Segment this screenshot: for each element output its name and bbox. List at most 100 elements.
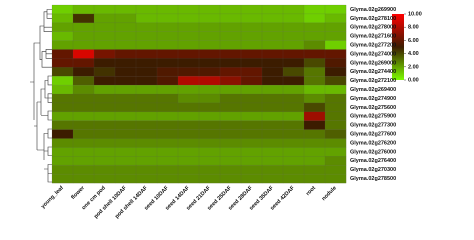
row-label: Glyma.02g276000 bbox=[350, 149, 396, 155]
heat-cell bbox=[115, 147, 137, 157]
row-label: Glyma.02g277300 bbox=[350, 123, 396, 129]
heat-cell bbox=[94, 138, 116, 148]
heat-cell bbox=[115, 129, 137, 139]
heat-cell bbox=[283, 40, 305, 50]
heat-cell bbox=[52, 102, 74, 112]
heat-cell bbox=[73, 40, 95, 50]
heat-cell bbox=[325, 102, 347, 112]
page: Glyma.02g269900 Glyma.02g278100 Glyma.02g2… bbox=[30, 4, 422, 220]
heat-cell bbox=[283, 94, 305, 104]
heat-cell bbox=[199, 165, 221, 175]
heat-cell bbox=[283, 138, 305, 148]
heat-cell bbox=[283, 156, 305, 166]
heat-cell bbox=[325, 129, 347, 139]
heat-cell bbox=[325, 76, 347, 86]
heat-cell bbox=[73, 165, 95, 175]
heat-cell bbox=[199, 120, 221, 130]
row-label: Glyma.02g270300 bbox=[350, 167, 396, 173]
heat-cell bbox=[136, 102, 158, 112]
colorbar-label: 0.00 bbox=[408, 77, 419, 83]
heat-cell bbox=[52, 13, 74, 23]
heat-cell bbox=[220, 129, 242, 139]
heat-cell bbox=[325, 5, 347, 15]
heat-cell bbox=[178, 94, 200, 104]
heat-cell bbox=[157, 129, 179, 139]
heat-cell bbox=[136, 147, 158, 157]
heat-cell bbox=[283, 102, 305, 112]
heat-cell bbox=[115, 174, 137, 184]
heat-cell bbox=[178, 147, 200, 157]
heat-cell bbox=[241, 138, 263, 148]
heat-cell bbox=[199, 76, 221, 86]
heat-cell bbox=[115, 22, 137, 32]
heat-cell bbox=[283, 147, 305, 157]
chart: Glyma.02g269900 Glyma.02g278100 Glyma.02g2… bbox=[30, 4, 422, 220]
heat-cell bbox=[262, 76, 284, 86]
heat-cell bbox=[136, 40, 158, 50]
heat-cell bbox=[325, 174, 347, 184]
heat-cell bbox=[178, 13, 200, 23]
heat-cell bbox=[262, 111, 284, 121]
heat-cell bbox=[325, 120, 347, 130]
row-label: Glyma.02g275600 bbox=[350, 105, 396, 111]
heat-cell bbox=[73, 31, 95, 41]
heat-cell bbox=[73, 13, 95, 23]
heat-cell bbox=[241, 147, 263, 157]
heat-cell bbox=[52, 120, 74, 130]
row-label: Glyma.02g274400 bbox=[350, 69, 396, 75]
heat-cell bbox=[283, 111, 305, 121]
column-label: root bbox=[305, 185, 317, 197]
heat-cell bbox=[304, 5, 326, 15]
heat-cell bbox=[136, 156, 158, 166]
heat-cell bbox=[178, 58, 200, 68]
heat-cell bbox=[52, 40, 74, 50]
heat-cell bbox=[94, 147, 116, 157]
heat-cell bbox=[283, 174, 305, 184]
heat-cell bbox=[157, 138, 179, 148]
heat-cell bbox=[94, 58, 116, 68]
heat-cell bbox=[199, 94, 221, 104]
heat-cell bbox=[220, 76, 242, 86]
heat-cell bbox=[136, 13, 158, 23]
heat-cell bbox=[199, 129, 221, 139]
heat-cell bbox=[73, 174, 95, 184]
heat-cell bbox=[304, 102, 326, 112]
heat-cell bbox=[241, 58, 263, 68]
heat-cell bbox=[262, 31, 284, 41]
row-label: Glyma.02g277200 bbox=[350, 43, 396, 49]
heat-cell bbox=[283, 13, 305, 23]
heat-cell bbox=[52, 67, 74, 77]
heat-cell bbox=[94, 111, 116, 121]
heat-cell bbox=[115, 156, 137, 166]
heat-cell bbox=[199, 13, 221, 23]
heat-cell bbox=[94, 165, 116, 175]
heat-cell bbox=[73, 111, 95, 121]
heat-cell bbox=[94, 67, 116, 77]
heat-cell bbox=[73, 49, 95, 59]
heat-cell bbox=[94, 94, 116, 104]
heat-cell bbox=[220, 85, 242, 95]
colorbar-label: 10.00 bbox=[408, 11, 422, 17]
heat-cell bbox=[325, 111, 347, 121]
heat-cell bbox=[94, 120, 116, 130]
heat-cell bbox=[199, 67, 221, 77]
heat-cell bbox=[220, 147, 242, 157]
heat-cell bbox=[178, 5, 200, 15]
heat-cell bbox=[325, 85, 347, 95]
heat-cell bbox=[199, 102, 221, 112]
heat-cell bbox=[157, 120, 179, 130]
colorbar bbox=[392, 14, 404, 80]
heat-cell bbox=[262, 13, 284, 23]
heat-cell bbox=[241, 129, 263, 139]
heat-cell bbox=[157, 13, 179, 23]
heat-cell bbox=[283, 76, 305, 86]
heat-cell bbox=[304, 85, 326, 95]
heat-cell bbox=[94, 40, 116, 50]
heat-cell bbox=[199, 138, 221, 148]
heat-cell bbox=[199, 85, 221, 95]
heat-cell bbox=[304, 111, 326, 121]
heat-cell bbox=[73, 138, 95, 148]
heat-cell bbox=[178, 40, 200, 50]
heat-cell bbox=[94, 49, 116, 59]
row-label: Glyma.02g274000 bbox=[350, 51, 396, 57]
